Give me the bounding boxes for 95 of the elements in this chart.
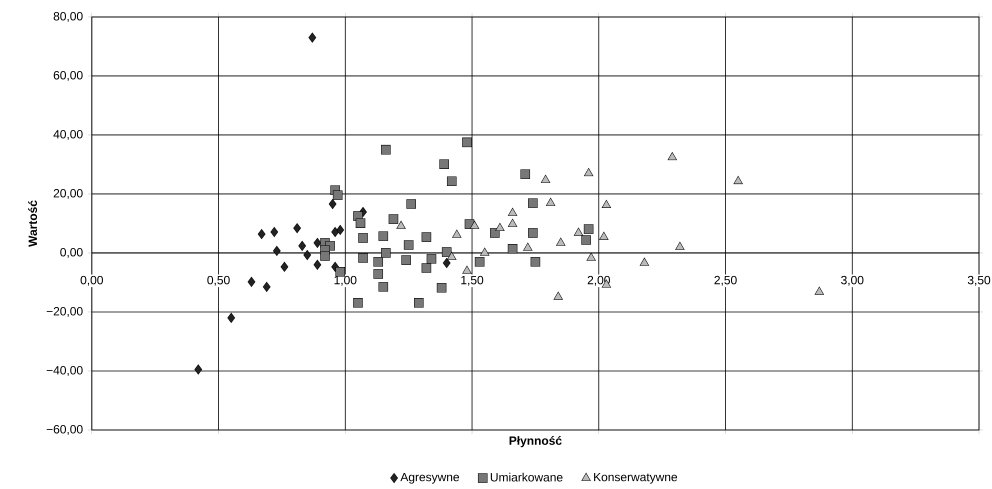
point	[248, 276, 256, 288]
point	[414, 298, 424, 308]
legend-label: Agresywne	[400, 473, 460, 484]
x-tick-label: 3,00	[841, 276, 864, 286]
point	[640, 258, 650, 266]
point	[314, 260, 322, 270]
point	[422, 263, 432, 273]
y-tick-label: −20,00	[46, 307, 83, 318]
point	[602, 200, 612, 208]
point	[426, 254, 436, 264]
point	[446, 176, 457, 186]
point	[262, 282, 271, 292]
point	[356, 218, 366, 228]
point	[814, 286, 824, 295]
point	[462, 138, 472, 148]
point	[442, 247, 452, 258]
x-tick-label: 0,00	[80, 276, 103, 286]
legend-label: Umiarkowane	[490, 472, 563, 482]
point	[358, 233, 368, 243]
point	[280, 262, 288, 272]
point	[258, 229, 266, 240]
point	[495, 223, 505, 232]
point	[540, 174, 550, 184]
point	[293, 223, 301, 234]
point	[381, 145, 391, 155]
point	[227, 312, 236, 324]
point	[436, 283, 446, 293]
point	[474, 257, 484, 267]
x-axis-title: Płynność	[510, 436, 562, 448]
point	[298, 240, 306, 252]
point	[520, 170, 530, 180]
point	[546, 198, 556, 206]
y-tick-label: 60,00	[54, 71, 83, 82]
point	[314, 238, 322, 248]
point	[675, 242, 685, 250]
point	[353, 298, 363, 308]
y-tick-label: −60,00	[46, 425, 83, 436]
y-tick-label: 0,00	[60, 248, 83, 258]
point	[439, 160, 449, 170]
point	[508, 208, 518, 216]
point	[447, 252, 456, 260]
x-tick-label: 2,50	[714, 276, 737, 286]
x-tick-label: 1,00	[334, 276, 356, 286]
point	[470, 220, 480, 230]
point	[508, 244, 518, 254]
point	[373, 269, 384, 279]
point	[530, 257, 540, 267]
point	[358, 253, 368, 263]
point	[528, 228, 538, 238]
point	[581, 235, 591, 245]
point	[508, 218, 518, 227]
point	[523, 242, 532, 251]
point	[442, 258, 451, 268]
x-tick-label: 0,50	[207, 276, 230, 286]
point	[406, 199, 416, 209]
point	[584, 168, 594, 176]
point	[381, 248, 391, 258]
y-tick-label: 80,00	[54, 12, 83, 22]
point	[378, 282, 388, 292]
point	[422, 232, 432, 242]
y-tick-label: −40,00	[46, 366, 83, 376]
legend-label: Konserwatywne	[594, 473, 678, 484]
point	[586, 252, 596, 261]
point	[332, 190, 342, 200]
point	[270, 227, 278, 238]
x-tick-label: 1,50	[461, 276, 484, 286]
point	[396, 220, 406, 230]
point	[308, 32, 316, 43]
point	[462, 266, 472, 274]
point	[331, 227, 340, 238]
point	[584, 224, 594, 234]
point	[480, 248, 490, 256]
x-tick-label: 3,50	[968, 276, 990, 286]
point	[734, 176, 743, 184]
point	[336, 225, 344, 236]
point	[599, 232, 608, 240]
point	[404, 240, 414, 250]
y-tick-label: 20,00	[54, 189, 83, 200]
point	[574, 228, 584, 236]
point	[328, 199, 336, 210]
point	[194, 364, 202, 375]
point	[401, 255, 411, 265]
y-tick-label: 40,00	[53, 130, 83, 140]
point	[272, 246, 281, 256]
point	[373, 257, 384, 267]
point	[452, 230, 462, 238]
point	[320, 251, 330, 261]
point	[556, 238, 566, 246]
point	[554, 292, 563, 300]
point	[303, 250, 312, 260]
point	[668, 152, 677, 160]
point	[528, 198, 538, 208]
y-axis-title: Wartość	[28, 200, 38, 247]
point	[378, 232, 388, 242]
point	[388, 214, 398, 224]
